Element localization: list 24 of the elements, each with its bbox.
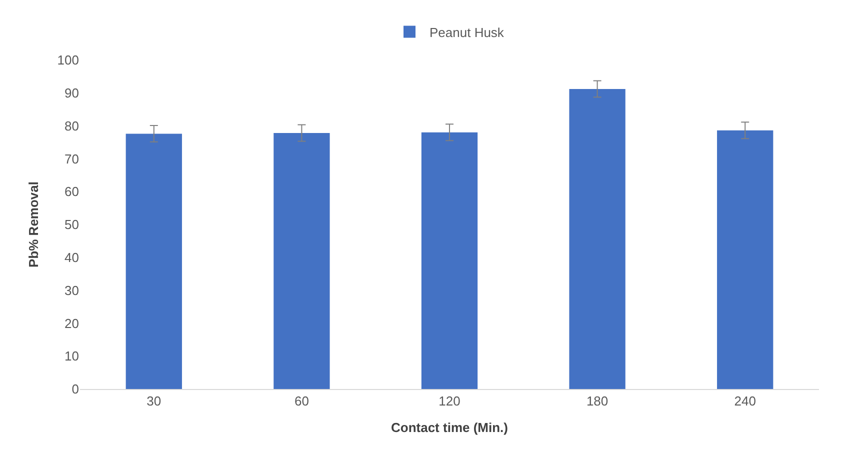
bar: [717, 130, 774, 389]
y-axis-title: Pb% Removal: [26, 182, 42, 268]
y-tick-label: 0: [72, 382, 79, 397]
bar: [274, 133, 330, 389]
x-tick-label: 120: [438, 394, 460, 409]
y-tick-label: 70: [64, 151, 79, 166]
x-tick-label: 240: [734, 394, 756, 409]
bar: [421, 132, 478, 389]
y-tick-label: 80: [64, 118, 79, 134]
legend-label: Peanut Husk: [430, 24, 504, 40]
y-tick-label: 100: [57, 52, 79, 68]
y-tick-label: 90: [64, 85, 79, 100]
y-tick-label: 40: [64, 250, 79, 265]
y-tick-label: 30: [64, 282, 79, 298]
bar: [569, 88, 626, 389]
y-tick-label: 50: [64, 217, 79, 232]
x-tick-label: 180: [586, 394, 608, 409]
x-tick-label: 30: [146, 394, 162, 409]
bar: [126, 134, 182, 389]
x-tick-label: 60: [294, 394, 309, 409]
y-tick-label: 10: [64, 348, 79, 364]
y-tick-label: 20: [64, 316, 79, 331]
x-axis-title: Contact time (Min.): [391, 420, 508, 436]
y-tick-label: 60: [64, 184, 79, 200]
